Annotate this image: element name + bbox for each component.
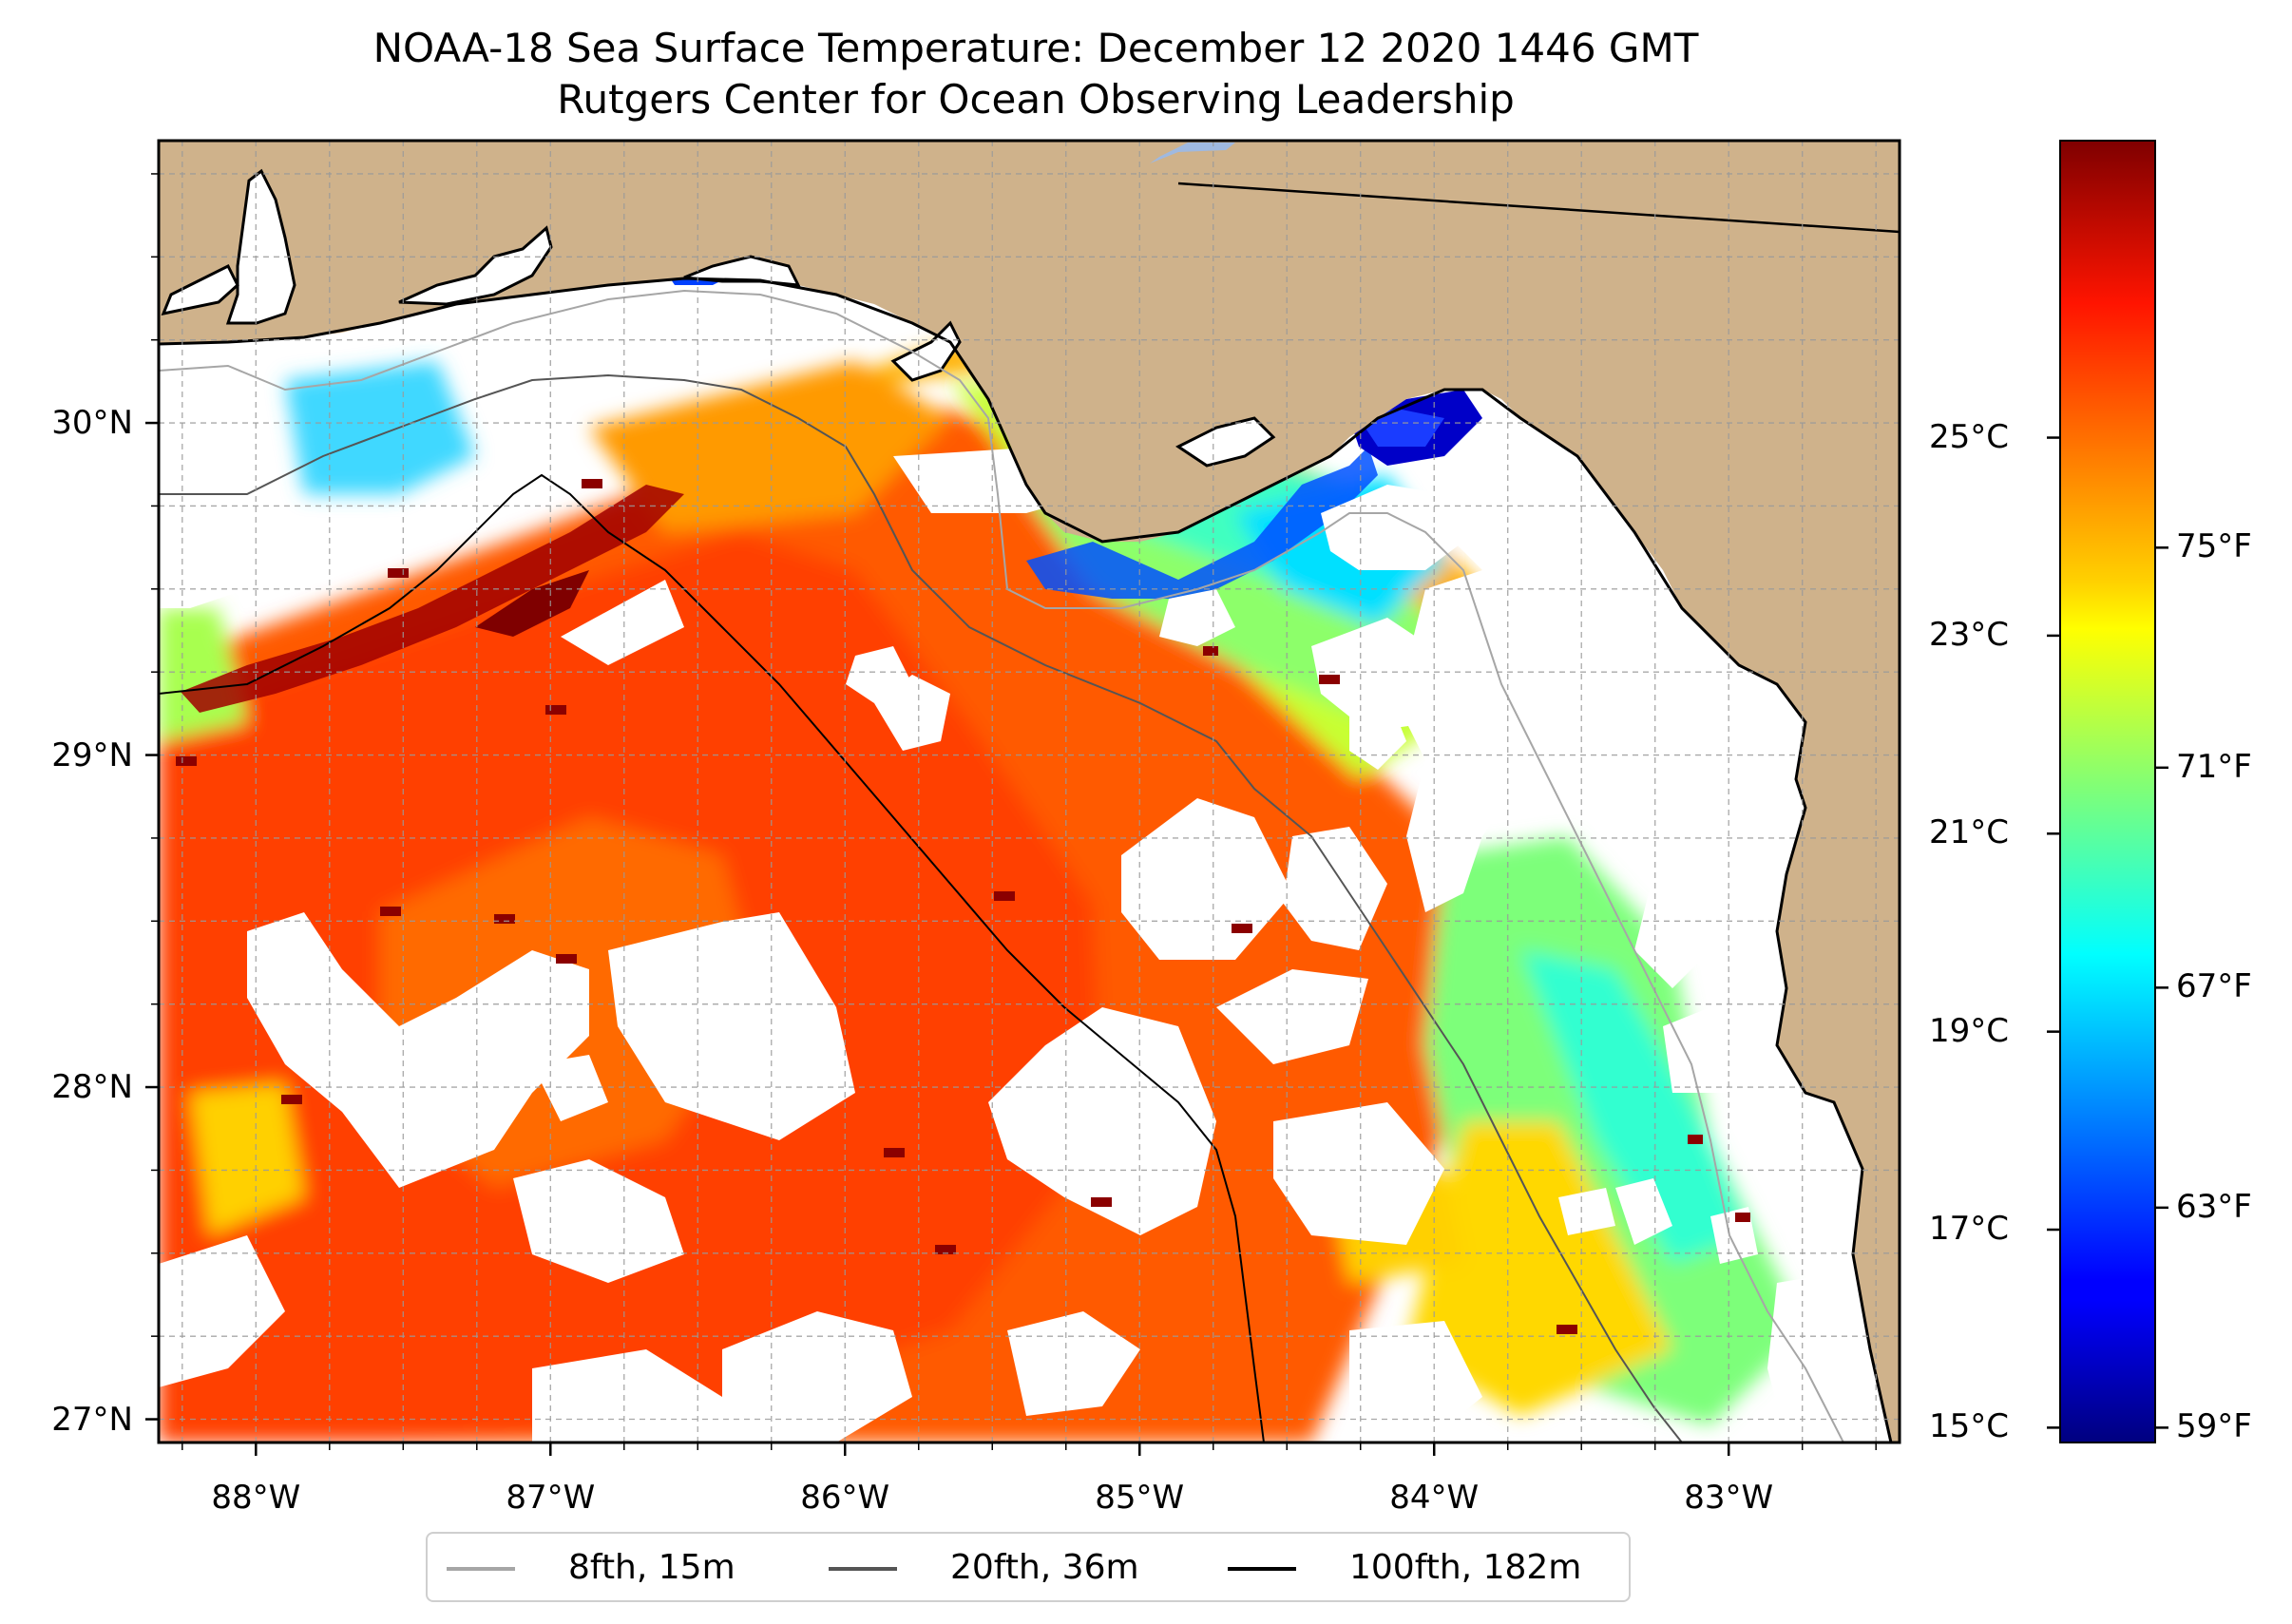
map-gridlines — [159, 141, 1900, 1442]
warm-streak — [181, 485, 684, 713]
map-frame — [157, 139, 1901, 1444]
legend-line-100fth — [1228, 1567, 1296, 1571]
fahrenheit-tick-label: 63°F — [2176, 1187, 2252, 1226]
lat-tick-label: 30°N — [51, 404, 133, 443]
lon-tick-label: 84°W — [1389, 1479, 1480, 1517]
lat-tick-label: 28°N — [51, 1068, 133, 1107]
fahrenheit-tick-label: 75°F — [2176, 527, 2252, 566]
celsius-tick-label: 15°C — [1929, 1407, 2010, 1446]
legend-label-100fth: 100fth, 182m — [1349, 1548, 1582, 1587]
hot-pixels — [176, 479, 1750, 1334]
celsius-tick-label: 21°C — [1929, 813, 2010, 852]
fahrenheit-tick-label: 67°F — [2176, 967, 2252, 1006]
lat-tick-label: 27°N — [51, 1400, 133, 1439]
celsius-tick-label: 23°C — [1929, 615, 2010, 654]
legend-line-20fth — [829, 1567, 897, 1571]
celsius-tick-label: 25°C — [1929, 417, 2010, 456]
land — [159, 141, 1900, 1442]
fahrenheit-tick-label: 71°F — [2176, 747, 2252, 786]
coastline — [159, 277, 1893, 1442]
contour-100fth — [159, 473, 1265, 1442]
colorbar — [2059, 140, 2156, 1443]
state-border — [1177, 182, 1900, 234]
celsius-tick-label: 19°C — [1929, 1011, 2010, 1050]
lon-tick-label: 87°W — [506, 1479, 596, 1517]
lat-tick-label: 29°N — [51, 736, 133, 774]
lon-tick-label: 85°W — [1095, 1479, 1185, 1517]
map-axis-ticks — [145, 173, 1877, 1456]
map-subtitle: Rutgers Center for Ocean Observing Leade… — [557, 76, 1515, 123]
no-data-gaps — [159, 247, 1862, 1442]
contour-legend: 8fth, 15m 20fth, 36m 100fth, 182m — [426, 1532, 1631, 1602]
map-title: NOAA-18 Sea Surface Temperature: Decembe… — [372, 25, 1699, 71]
legend-label-20fth: 20fth, 36m — [950, 1548, 1139, 1587]
lon-tick-label: 86°W — [800, 1479, 890, 1517]
colorbar-ticks — [2047, 436, 2168, 1429]
celsius-tick-label: 17°C — [1929, 1210, 2010, 1248]
lon-tick-label: 88°W — [211, 1479, 301, 1517]
legend-line-8fth — [447, 1567, 515, 1571]
inland-lake — [1150, 143, 1235, 163]
legend-label-8fth: 8fth, 15m — [568, 1548, 735, 1587]
contour-8fth — [159, 289, 1844, 1442]
fahrenheit-tick-label: 59°F — [2176, 1407, 2252, 1446]
contour-20fth — [159, 373, 1683, 1442]
lon-tick-label: 83°W — [1684, 1479, 1774, 1517]
